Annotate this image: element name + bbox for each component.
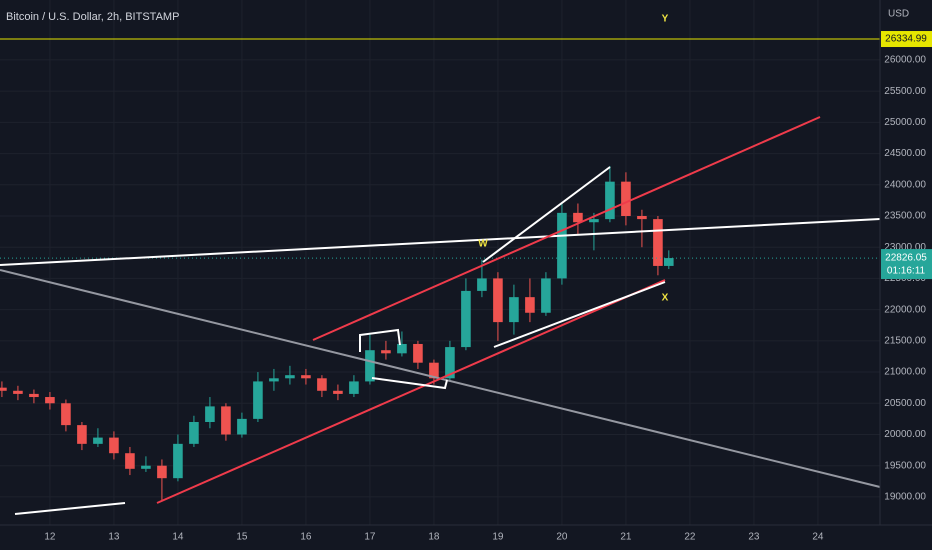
candles <box>0 38 880 501</box>
candle-body <box>317 378 327 391</box>
candle-body <box>477 278 487 291</box>
y-tick-label: 20500.00 <box>884 398 926 409</box>
channel-line <box>156 279 666 504</box>
candle-body <box>269 378 279 382</box>
annotation: W <box>478 239 488 250</box>
x-tick-label: 24 <box>812 532 824 543</box>
y-tick-label: 23000.00 <box>884 242 926 253</box>
candle-body <box>509 297 519 323</box>
x-tick-label: 15 <box>236 532 248 543</box>
candle-body <box>349 381 359 394</box>
grid <box>0 0 880 525</box>
candle-body <box>13 390 23 394</box>
candle-body <box>61 403 71 426</box>
candle-body <box>461 290 471 348</box>
candle-body <box>621 181 631 216</box>
candle-body <box>301 375 311 379</box>
y-tick-label: 24000.00 <box>884 179 926 190</box>
y-tick-label: 24500.00 <box>884 148 926 159</box>
candle-body <box>605 181 615 220</box>
x-tick-label: 12 <box>44 532 56 543</box>
y-tick-label: 20000.00 <box>884 429 926 440</box>
candle-body <box>77 425 87 444</box>
axes: 19000.00 19500.00 20000.00 20500.00 21000.00… <box>44 31 932 543</box>
x-tick-label: 14 <box>172 532 184 543</box>
candle-body <box>557 212 567 279</box>
y-tick-label: 21000.00 <box>884 367 926 378</box>
y-tick-label: 25000.00 <box>884 117 926 128</box>
price-line-label: 26334.99 <box>885 34 927 45</box>
candle-body <box>141 465 151 469</box>
countdown: 01:16:11 <box>887 266 926 277</box>
wedge-line <box>482 166 611 263</box>
candle-body <box>429 362 439 379</box>
candle-body <box>573 212 583 223</box>
candle-body <box>253 381 263 419</box>
candle-body <box>205 406 215 422</box>
chart-title: Bitcoin / U.S. Dollar, 2h, BITSTAMP <box>6 11 179 23</box>
candle-body <box>445 347 455 379</box>
y-tick-label: 25500.00 <box>884 86 926 97</box>
price-line-label-box <box>881 31 932 48</box>
candle-body <box>109 437 119 454</box>
y-tick-label: 21500.00 <box>884 335 926 346</box>
candle-body <box>541 278 551 313</box>
y-tick-label: 22000.00 <box>884 304 926 315</box>
y-tick-label: 23500.00 <box>884 211 926 222</box>
candle-body <box>221 406 231 435</box>
x-tick-label: 16 <box>300 532 312 543</box>
x-tick-label: 17 <box>364 532 376 543</box>
last-price-label: 22826.05 <box>885 253 927 264</box>
trend-line <box>14 502 126 515</box>
flag <box>359 328 401 352</box>
y-tick-label: 19500.00 <box>884 460 926 471</box>
candle-body <box>189 421 199 444</box>
candle-body <box>29 393 39 398</box>
candle-body <box>637 215 647 220</box>
annotation: Y <box>662 14 669 25</box>
candle-body <box>664 258 674 266</box>
candle-body <box>45 397 55 404</box>
currency: USD <box>888 9 909 20</box>
annotation: X <box>662 293 669 304</box>
candle-body <box>0 387 7 391</box>
x-tick-label: 18 <box>428 532 440 543</box>
x-tick-label: 13 <box>108 532 120 543</box>
x-tick-label: 22 <box>684 532 696 543</box>
candle-body <box>589 219 599 223</box>
last-price-box <box>881 249 932 280</box>
flag <box>371 377 448 390</box>
candle-body <box>413 343 423 363</box>
x-tick-label: 21 <box>620 532 632 543</box>
y-tick-label: 19000.00 <box>884 492 926 503</box>
wedge-line <box>493 281 666 348</box>
candle-body <box>333 390 343 394</box>
candle-body <box>237 418 247 435</box>
channel-line <box>312 116 821 341</box>
candle-body <box>93 437 103 444</box>
candle-body <box>173 443 183 479</box>
candle-body <box>125 453 135 469</box>
candle-body <box>653 219 663 266</box>
candle-body <box>493 278 503 323</box>
x-tick-label: 19 <box>492 532 504 543</box>
candle-body <box>525 297 535 313</box>
trend-line <box>0 218 881 266</box>
x-tick-label: 20 <box>556 532 568 543</box>
candle-body <box>397 343 407 354</box>
candle-body <box>381 350 391 354</box>
candle-body <box>365 350 375 382</box>
drawings: Y W X <box>0 14 881 515</box>
candle-body <box>157 465 167 479</box>
y-tick-label: 26000.00 <box>884 55 926 66</box>
x-tick-label: 23 <box>748 532 760 543</box>
candle-body <box>285 375 295 379</box>
